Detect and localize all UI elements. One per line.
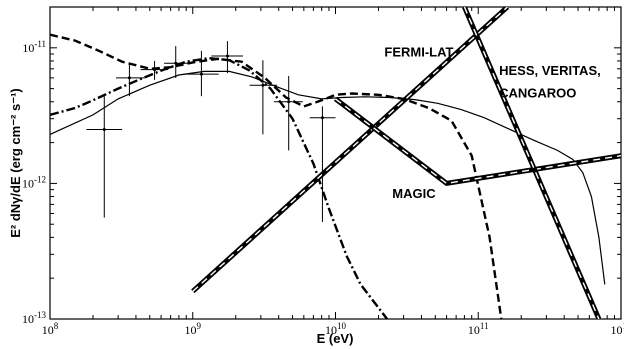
dash-dot-curve <box>50 56 389 319</box>
annotation-label: FERMI-LAT <box>384 45 453 60</box>
data-point <box>287 100 291 104</box>
x-tick-label: 108 <box>42 321 59 337</box>
data-points <box>86 41 336 222</box>
axis-ticks <box>49 6 621 320</box>
data-point <box>127 76 131 80</box>
limit-line-inner-4 <box>335 98 621 185</box>
x-tick-label: 1012 <box>611 321 624 337</box>
data-point <box>320 116 324 120</box>
y-tick-label: 10-11 <box>22 39 46 55</box>
x-tick-label: 109 <box>185 321 202 337</box>
x-tick-label: 1010 <box>325 321 347 337</box>
dashed-curve <box>50 33 503 319</box>
data-point <box>199 72 203 76</box>
data-point <box>174 61 178 65</box>
x-axis-title: E (eV) <box>317 331 354 346</box>
solid-curve <box>50 70 606 285</box>
annotation-label: MAGIC <box>392 186 436 201</box>
annotations: FERMI-LAT HESS, VERITAS, CANGAROO MAGIC <box>384 45 600 201</box>
data-point <box>153 68 157 72</box>
data-point <box>261 83 265 87</box>
limit-line-outer-4 <box>333 96 621 187</box>
limit-line-inner-5 <box>463 7 600 319</box>
x-tick-label: 1011 <box>468 321 489 337</box>
annotation-label: CANGAROO <box>499 86 576 101</box>
data-point <box>225 54 229 58</box>
annotation-label: HESS, VERITAS, <box>499 63 601 78</box>
model-curves <box>50 7 621 319</box>
axis-tick-labels: 108 109 1010 1011 1012 10-13 10-12 10-11 <box>22 39 624 337</box>
y-axis-title: E² dNγ/dE (erg cm⁻² s⁻¹) <box>8 88 23 238</box>
y-tick-label: 10-13 <box>22 310 46 326</box>
limit-line-inner-3 <box>192 7 508 292</box>
y-tick-label: 10-12 <box>22 174 46 190</box>
data-point <box>102 127 106 131</box>
